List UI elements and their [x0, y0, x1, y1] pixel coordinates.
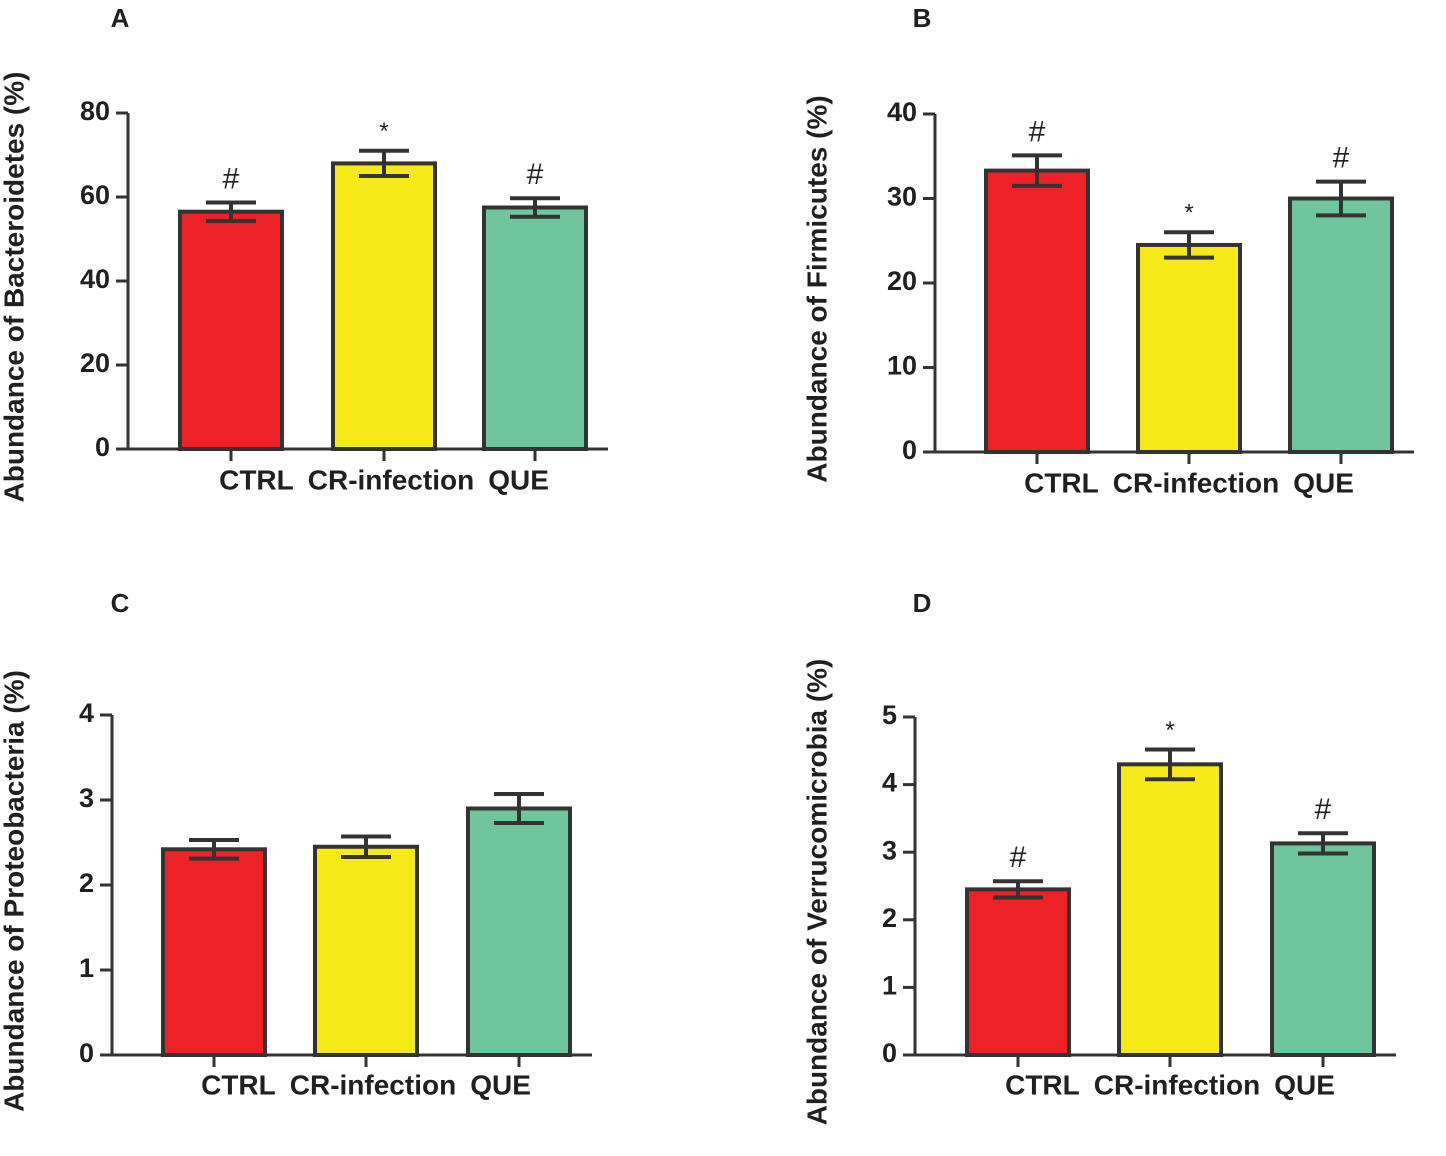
panel-b-x-tick-label: QUE: [1293, 467, 1354, 498]
panel-d-y-tick-label: 3: [882, 835, 897, 865]
panel-a-y-tick-label: 0: [95, 432, 110, 462]
panel-b-error-bar: [1316, 179, 1366, 218]
panel-d-x-tick-label: CTRL: [1005, 1069, 1080, 1100]
panel-a-error-bar: [510, 196, 560, 219]
panel-c-error-bar: [341, 834, 391, 859]
panel-b-error-bar: [1012, 153, 1062, 188]
panel-b-bar-cr-infection: [1136, 242, 1242, 454]
panel-b-error-bar: [1164, 230, 1214, 260]
panel-b-significance-mark: #: [1029, 115, 1046, 148]
panel-b-letter: B: [913, 3, 932, 33]
panel-b-y-tick-label: 30: [887, 182, 917, 212]
panel-c-letter: C: [111, 588, 130, 618]
panel-b-significance-mark: *: [1184, 200, 1193, 227]
panel-c-y-tick-label: 3: [79, 783, 94, 813]
panel-a-significance-mark: #: [223, 162, 240, 195]
panel-d-error-bar: [1145, 747, 1195, 782]
panel-a-error-bar: [359, 148, 409, 178]
panel-a-x-tick-label: CR-infection: [308, 464, 474, 495]
panel-a-significance-mark: #: [527, 158, 544, 191]
panel-c-error-bar: [494, 792, 544, 825]
panel-d-x-tick-label: QUE: [1274, 1069, 1335, 1100]
panel-c-bar-cr-infection: [313, 844, 419, 1057]
panel-a-letter: A: [111, 3, 130, 33]
panel-a-y-tick-label: 80: [80, 96, 110, 126]
panel-b-y-axis-title: Abundance of Firmicutes (%): [801, 95, 832, 482]
panel-c-y-tick-label: 2: [79, 868, 94, 898]
panel-b: B Abundance of Firmicutes (%) 0 10 20 30 40 # * #…: [801, 3, 1414, 498]
panel-d-letter: D: [913, 588, 932, 618]
panel-d-significance-mark: #: [1010, 841, 1027, 874]
panel-d-error-bar: [993, 879, 1043, 900]
panel-c: C Abundance of Proteobacteria (%) 0 1 2 3 4 CTR…: [0, 588, 592, 1112]
panel-d-bar-ctrl: [965, 887, 1071, 1057]
panel-d-y-axis-title: Abundance of Verrucomicrobia (%): [801, 659, 832, 1126]
panel-d-y-tick-label: 4: [882, 768, 897, 798]
panel-b-y-tick-label: 40: [887, 97, 917, 127]
panel-c-y-tick-label: 0: [79, 1038, 94, 1068]
panel-c-x-tick-label: QUE: [470, 1069, 531, 1100]
panel-a-error-bar: [206, 200, 256, 223]
panel-c-x-tick-label: CTRL: [201, 1069, 276, 1100]
panel-a-y-tick-label: 40: [80, 264, 110, 294]
panel-a-bar-cr-infection: [331, 161, 437, 451]
panel-a-bar-que: [482, 205, 588, 451]
panel-c-x-tick-label: CR-infection: [290, 1069, 456, 1100]
panel-d-y-tick-label: 1: [882, 971, 897, 1001]
panel-d-y-tick-label: 0: [882, 1038, 897, 1068]
panel-c-y-tick-label: 1: [79, 953, 94, 983]
panel-b-y-tick-label: 20: [887, 266, 917, 296]
panel-c-bar-ctrl: [161, 847, 267, 1057]
panel-c-error-bar: [189, 837, 239, 861]
panel-b-bar-ctrl: [984, 168, 1090, 455]
panel-b-y-tick-label: 10: [887, 351, 917, 381]
panel-a-y-tick-label: 20: [80, 348, 110, 378]
panel-a-y-tick-label: 60: [80, 180, 110, 210]
panel-a-x-tick-label: CTRL: [219, 464, 294, 495]
panel-b-x-tick-label: CTRL: [1024, 467, 1099, 498]
panel-c-bar-que: [466, 806, 572, 1057]
panel-a-y-axis-title: Abundance of Bacteroidetes (%): [0, 72, 29, 503]
panel-d-y-tick-label: 5: [882, 700, 897, 730]
panel-d: D Abundance of Verrucomicrobia (%) 0 1 2 3 4 5 #…: [801, 588, 1396, 1126]
panel-d-significance-mark: #: [1315, 793, 1332, 826]
panel-c-y-axis-title: Abundance of Proteobacteria (%): [0, 670, 29, 1112]
panel-d-x-tick-label: CR-infection: [1094, 1069, 1260, 1100]
panel-a-bar-ctrl: [178, 209, 284, 451]
panel-c-y-tick-label: 4: [79, 698, 94, 728]
panel-d-bar-que: [1270, 841, 1376, 1057]
panel-d-bar-cr-infection: [1117, 762, 1223, 1057]
panel-a-significance-mark: *: [379, 118, 388, 145]
panel-b-x-tick-label: CR-infection: [1113, 467, 1279, 498]
panel-b-bar-que: [1288, 196, 1394, 454]
panel-b-significance-mark: #: [1333, 142, 1350, 175]
panel-a-x-tick-label: QUE: [488, 464, 549, 495]
panel-d-significance-mark: *: [1165, 717, 1174, 744]
panel-d-y-tick-label: 2: [882, 903, 897, 933]
panel-a: A Abundance of Bacteroidetes (%) 0 20 40 60 80…: [0, 3, 608, 503]
panel-b-y-tick-label: 0: [902, 435, 917, 465]
panel-d-error-bar: [1298, 831, 1348, 856]
